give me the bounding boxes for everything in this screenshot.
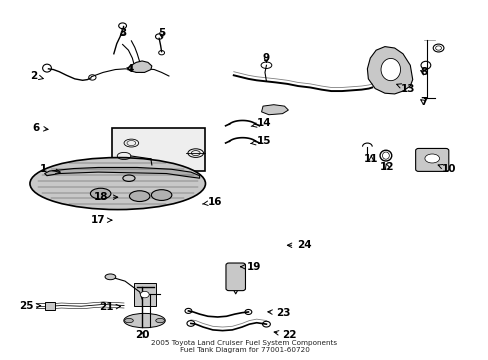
Text: 22: 22 [274,330,296,340]
Text: 25: 25 [20,301,41,311]
Bar [134,283,156,306]
Text: 21: 21 [99,302,120,312]
Polygon shape [44,167,199,178]
Ellipse shape [140,291,149,298]
Bar [44,302,55,310]
Ellipse shape [151,190,171,201]
Polygon shape [366,46,412,94]
Ellipse shape [156,319,164,323]
Text: 18: 18 [93,192,118,202]
Text: 2: 2 [30,71,43,81]
Text: 1: 1 [40,164,60,174]
Text: 12: 12 [379,162,394,172]
Ellipse shape [123,314,165,328]
Ellipse shape [380,58,400,81]
Text: 16: 16 [202,197,222,207]
FancyBboxPatch shape [225,263,245,291]
Text: 24: 24 [287,240,311,250]
Ellipse shape [30,158,205,210]
Text: 7: 7 [419,97,427,107]
FancyBboxPatch shape [415,148,448,171]
Text: 13: 13 [396,84,414,94]
Text: 2005 Toyota Land Cruiser Fuel System Components
Fuel Tank Diagram for 77001-6072: 2005 Toyota Land Cruiser Fuel System Com… [151,340,337,353]
Text: 6: 6 [32,123,48,133]
Text: 3: 3 [119,28,126,38]
Ellipse shape [129,191,150,202]
Text: 14: 14 [251,118,271,128]
Bar [112,128,205,171]
Ellipse shape [90,188,111,199]
Text: 10: 10 [437,164,456,174]
Polygon shape [127,61,152,72]
Text: 8: 8 [419,67,427,77]
Ellipse shape [105,274,116,280]
Ellipse shape [424,154,439,163]
Text: 19: 19 [240,262,261,272]
Polygon shape [261,105,288,115]
Text: 17: 17 [91,215,112,225]
Text: 9: 9 [263,53,269,63]
Text: 4: 4 [126,64,133,74]
Text: 11: 11 [363,154,378,164]
Text: 23: 23 [267,308,290,318]
Ellipse shape [124,319,133,323]
Text: 15: 15 [250,136,271,146]
Text: 20: 20 [135,330,149,340]
Text: 5: 5 [158,28,165,38]
